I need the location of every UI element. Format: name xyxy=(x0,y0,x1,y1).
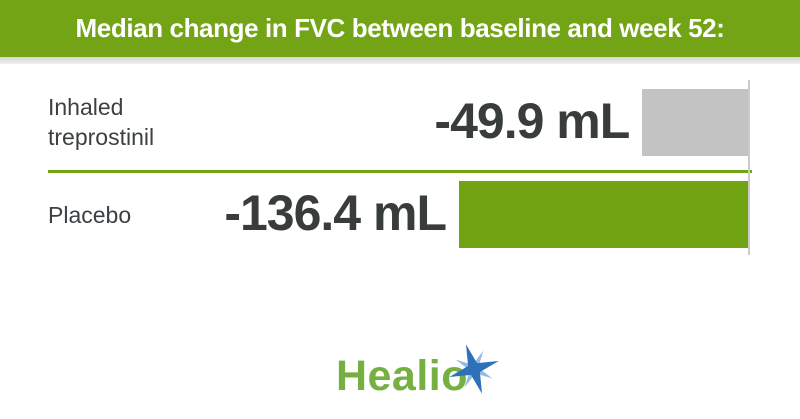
bar-inhaled-treprostinil xyxy=(642,89,748,156)
header-shadow-strip xyxy=(0,57,800,64)
healio-logo-text: Healio xyxy=(335,352,469,400)
footer: Healio xyxy=(0,344,800,400)
healio-logo: Healio xyxy=(335,344,499,400)
page-title: Median change in FVC between baseline an… xyxy=(75,13,725,43)
category-label-inhaled-treprostinil: Inhaled treprostinil xyxy=(48,94,155,150)
healio-star-icon xyxy=(449,344,499,394)
header-banner: Median change in FVC between baseline an… xyxy=(0,0,800,57)
zero-baseline-axis xyxy=(748,80,750,255)
bar-value-inhaled-treprostinil: -49.9 mL xyxy=(434,93,630,149)
bar-value-placebo: -136.4 mL xyxy=(224,185,447,241)
bar-placebo xyxy=(459,181,748,248)
row-separator-line xyxy=(48,170,752,173)
category-label-placebo: Placebo xyxy=(48,202,132,228)
